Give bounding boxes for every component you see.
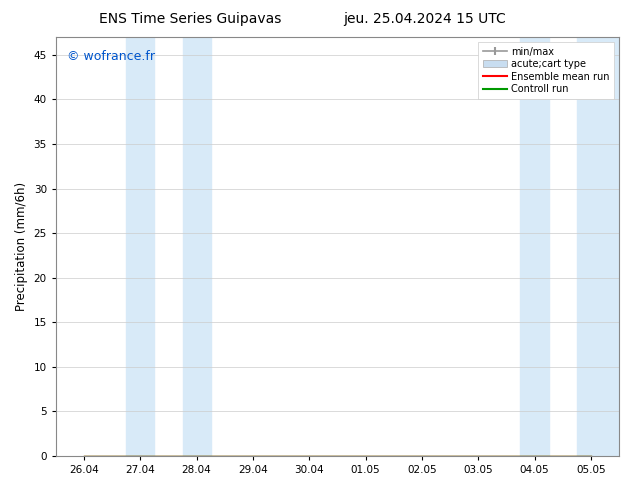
Bar (605, 37, 619, 456)
Bar (521, 37, 548, 456)
Y-axis label: Precipitation (mm/6h): Precipitation (mm/6h) (15, 182, 28, 311)
Bar (126, 37, 155, 456)
Text: jeu. 25.04.2024 15 UTC: jeu. 25.04.2024 15 UTC (344, 12, 506, 26)
Bar (183, 37, 210, 456)
Text: ENS Time Series Guipavas: ENS Time Series Guipavas (99, 12, 281, 26)
Bar (577, 37, 605, 456)
Text: © wofrance.fr: © wofrance.fr (67, 49, 155, 63)
Legend: min/max, acute;cart type, Ensemble mean run, Controll run: min/max, acute;cart type, Ensemble mean … (478, 42, 614, 99)
